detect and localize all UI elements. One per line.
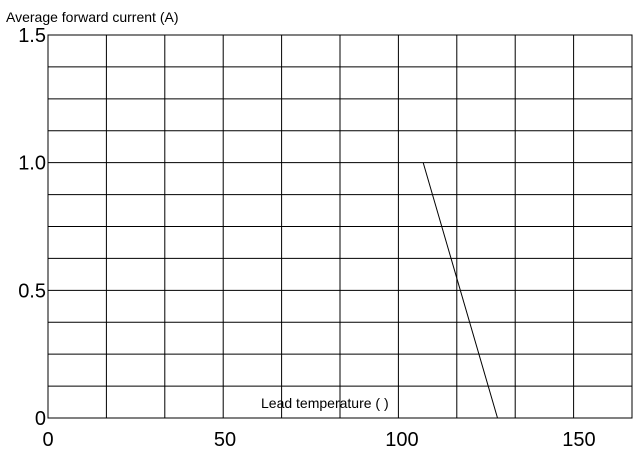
x-tick-label: 0: [42, 429, 53, 451]
x-axis-label: Lead temperature ( ): [261, 395, 389, 411]
plot-frame: [47, 34, 633, 419]
series-group: [422, 162, 498, 419]
x-tick-label: 100: [385, 429, 418, 451]
x-tick-label: 150: [562, 429, 595, 451]
y-tick-label: 1.0: [18, 153, 46, 175]
y-tick-label: 1.5: [18, 25, 46, 47]
y-axis-label: Average forward current (A): [6, 9, 178, 25]
x-tick-label: 50: [214, 429, 236, 451]
y-tick-label: 0.5: [18, 280, 46, 302]
y-tick-label: 0: [35, 408, 46, 430]
derating-line: [422, 162, 498, 419]
chart-grid: [48, 35, 632, 418]
tick-labels: 0 50 100 150 0 0.5 1.0 1.5: [18, 25, 595, 451]
